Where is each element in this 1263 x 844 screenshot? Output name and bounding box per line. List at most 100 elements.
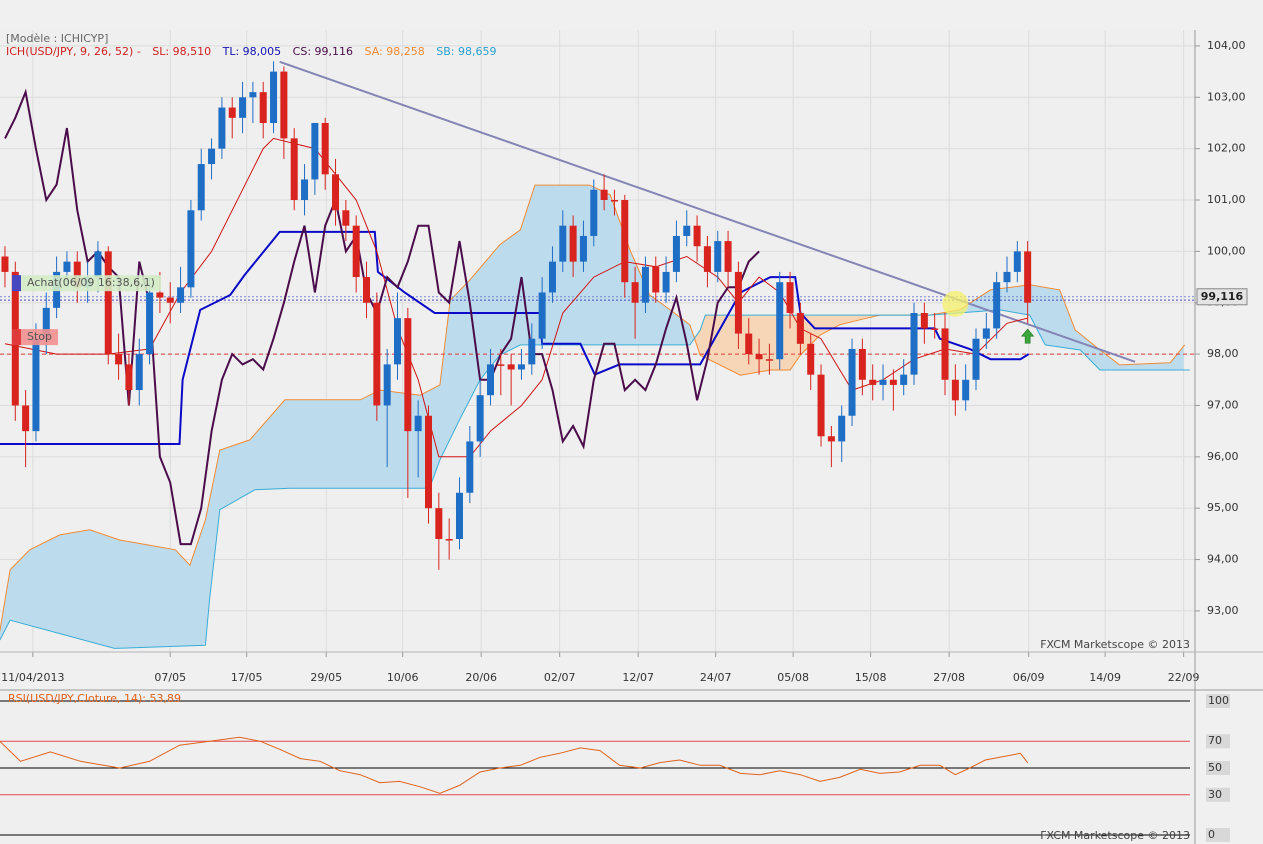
candle-body xyxy=(962,379,970,401)
y-tick-box xyxy=(1206,787,1230,802)
candle-body xyxy=(476,395,484,442)
candle-body xyxy=(631,282,639,303)
candle-body xyxy=(858,348,866,380)
y-tick-label: 101,00 xyxy=(1207,193,1246,206)
candle-body xyxy=(445,539,453,541)
x-tick-label: 24/07 xyxy=(700,671,732,684)
candle-body xyxy=(765,359,773,361)
candle-body xyxy=(993,282,1001,329)
candle-body xyxy=(528,338,536,365)
candle-body xyxy=(931,328,939,330)
candle-body xyxy=(311,122,319,180)
x-tick-label: 10/06 xyxy=(387,671,419,684)
candle-body xyxy=(827,436,835,442)
candle-body xyxy=(22,405,30,432)
x-tick-label: 29/05 xyxy=(310,671,342,684)
order-box xyxy=(21,329,59,346)
x-tick-label: 05/08 xyxy=(777,671,809,684)
candle-body xyxy=(486,364,494,396)
model-label: [Modèle : ICHICYP] xyxy=(6,32,108,45)
candle-body xyxy=(951,379,959,401)
legend-entry: ICH(USD/JPY, 9, 26, 52) - xyxy=(6,45,141,58)
order-handle xyxy=(12,275,21,292)
y-tick-label: 102,00 xyxy=(1207,142,1246,155)
candle-body xyxy=(94,251,102,278)
candle-body xyxy=(424,415,432,509)
candle-body xyxy=(218,107,226,149)
candle-body xyxy=(239,97,247,118)
candle-body xyxy=(352,225,360,278)
candle-body xyxy=(363,277,371,303)
candle-body xyxy=(590,189,598,236)
candle-body xyxy=(497,364,505,366)
x-tick-label: 12/07 xyxy=(622,671,654,684)
candle-body xyxy=(455,492,463,540)
candle-body xyxy=(879,379,887,385)
x-tick-label: 15/08 xyxy=(855,671,887,684)
candle-body xyxy=(1,256,9,272)
candle-body xyxy=(776,282,784,360)
rsi-line xyxy=(0,736,1029,794)
candle-body xyxy=(796,313,804,344)
candle-body xyxy=(332,174,340,211)
candle-body xyxy=(373,302,381,406)
y-tick-label: 93,00 xyxy=(1207,604,1239,617)
order-handle xyxy=(12,329,21,346)
candle-body xyxy=(703,246,711,272)
candle-body xyxy=(714,241,722,272)
y-tick-label: 94,00 xyxy=(1207,553,1239,566)
y-tick-label: 50 xyxy=(1208,761,1222,774)
candle-body xyxy=(817,374,825,437)
x-tick-label: 02/07 xyxy=(544,671,576,684)
kijun-line xyxy=(0,230,1030,445)
x-tick-label: 14/09 xyxy=(1089,671,1121,684)
candle-body xyxy=(559,225,567,262)
candle-body xyxy=(435,508,443,540)
candle-body xyxy=(507,364,515,370)
legend-entry: TL: 98,005 xyxy=(222,45,282,58)
candle-body xyxy=(414,415,422,432)
candle-body xyxy=(280,71,288,139)
candle-body xyxy=(1003,271,1011,283)
candle-body xyxy=(228,107,236,118)
candle-body xyxy=(672,235,680,272)
candle-body xyxy=(104,251,112,355)
candle-body xyxy=(641,266,649,303)
candle-body xyxy=(941,328,949,380)
y-tick-box xyxy=(1206,761,1230,775)
y-tick-label: 96,00 xyxy=(1207,450,1239,463)
candle-body xyxy=(548,261,556,293)
candle-body xyxy=(342,210,350,226)
y-tick-label: 97,00 xyxy=(1207,398,1239,411)
candle-body xyxy=(889,379,897,385)
candle-body xyxy=(610,200,618,202)
y-tick-label: 100 xyxy=(1208,694,1229,707)
x-tick-label: 11/04/2013 xyxy=(1,671,64,684)
x-tick-label: 07/05 xyxy=(154,671,186,684)
last-price-box xyxy=(1196,288,1248,306)
order-box xyxy=(21,275,161,292)
candle-body xyxy=(621,200,629,283)
candle-body xyxy=(1024,251,1032,303)
rsi-title: RSI(USD/JPY,Cloture, 14): 53,89 xyxy=(8,692,181,705)
legend-entry: SL: 98,510 xyxy=(152,45,211,58)
y-tick-box xyxy=(1206,827,1230,842)
candle-body xyxy=(249,92,257,98)
signal-circle xyxy=(942,290,969,317)
candle-body xyxy=(177,287,185,303)
y-tick-label: 30 xyxy=(1208,788,1222,801)
cloud-up xyxy=(0,185,1184,649)
candle-body xyxy=(115,354,123,365)
watermark: FXCM Marketscope © 2013 xyxy=(1040,638,1190,651)
y-tick-label: 104,00 xyxy=(1207,39,1246,52)
candle-body xyxy=(1013,251,1021,272)
candle-body xyxy=(383,364,391,406)
candle-body xyxy=(135,354,143,391)
candle-body xyxy=(579,235,587,262)
candle-body xyxy=(63,261,71,272)
tenkan-line xyxy=(4,137,1028,458)
candle-body xyxy=(394,318,402,365)
candle-body xyxy=(910,313,918,375)
candle-body xyxy=(869,379,877,385)
candle-body xyxy=(900,374,908,385)
